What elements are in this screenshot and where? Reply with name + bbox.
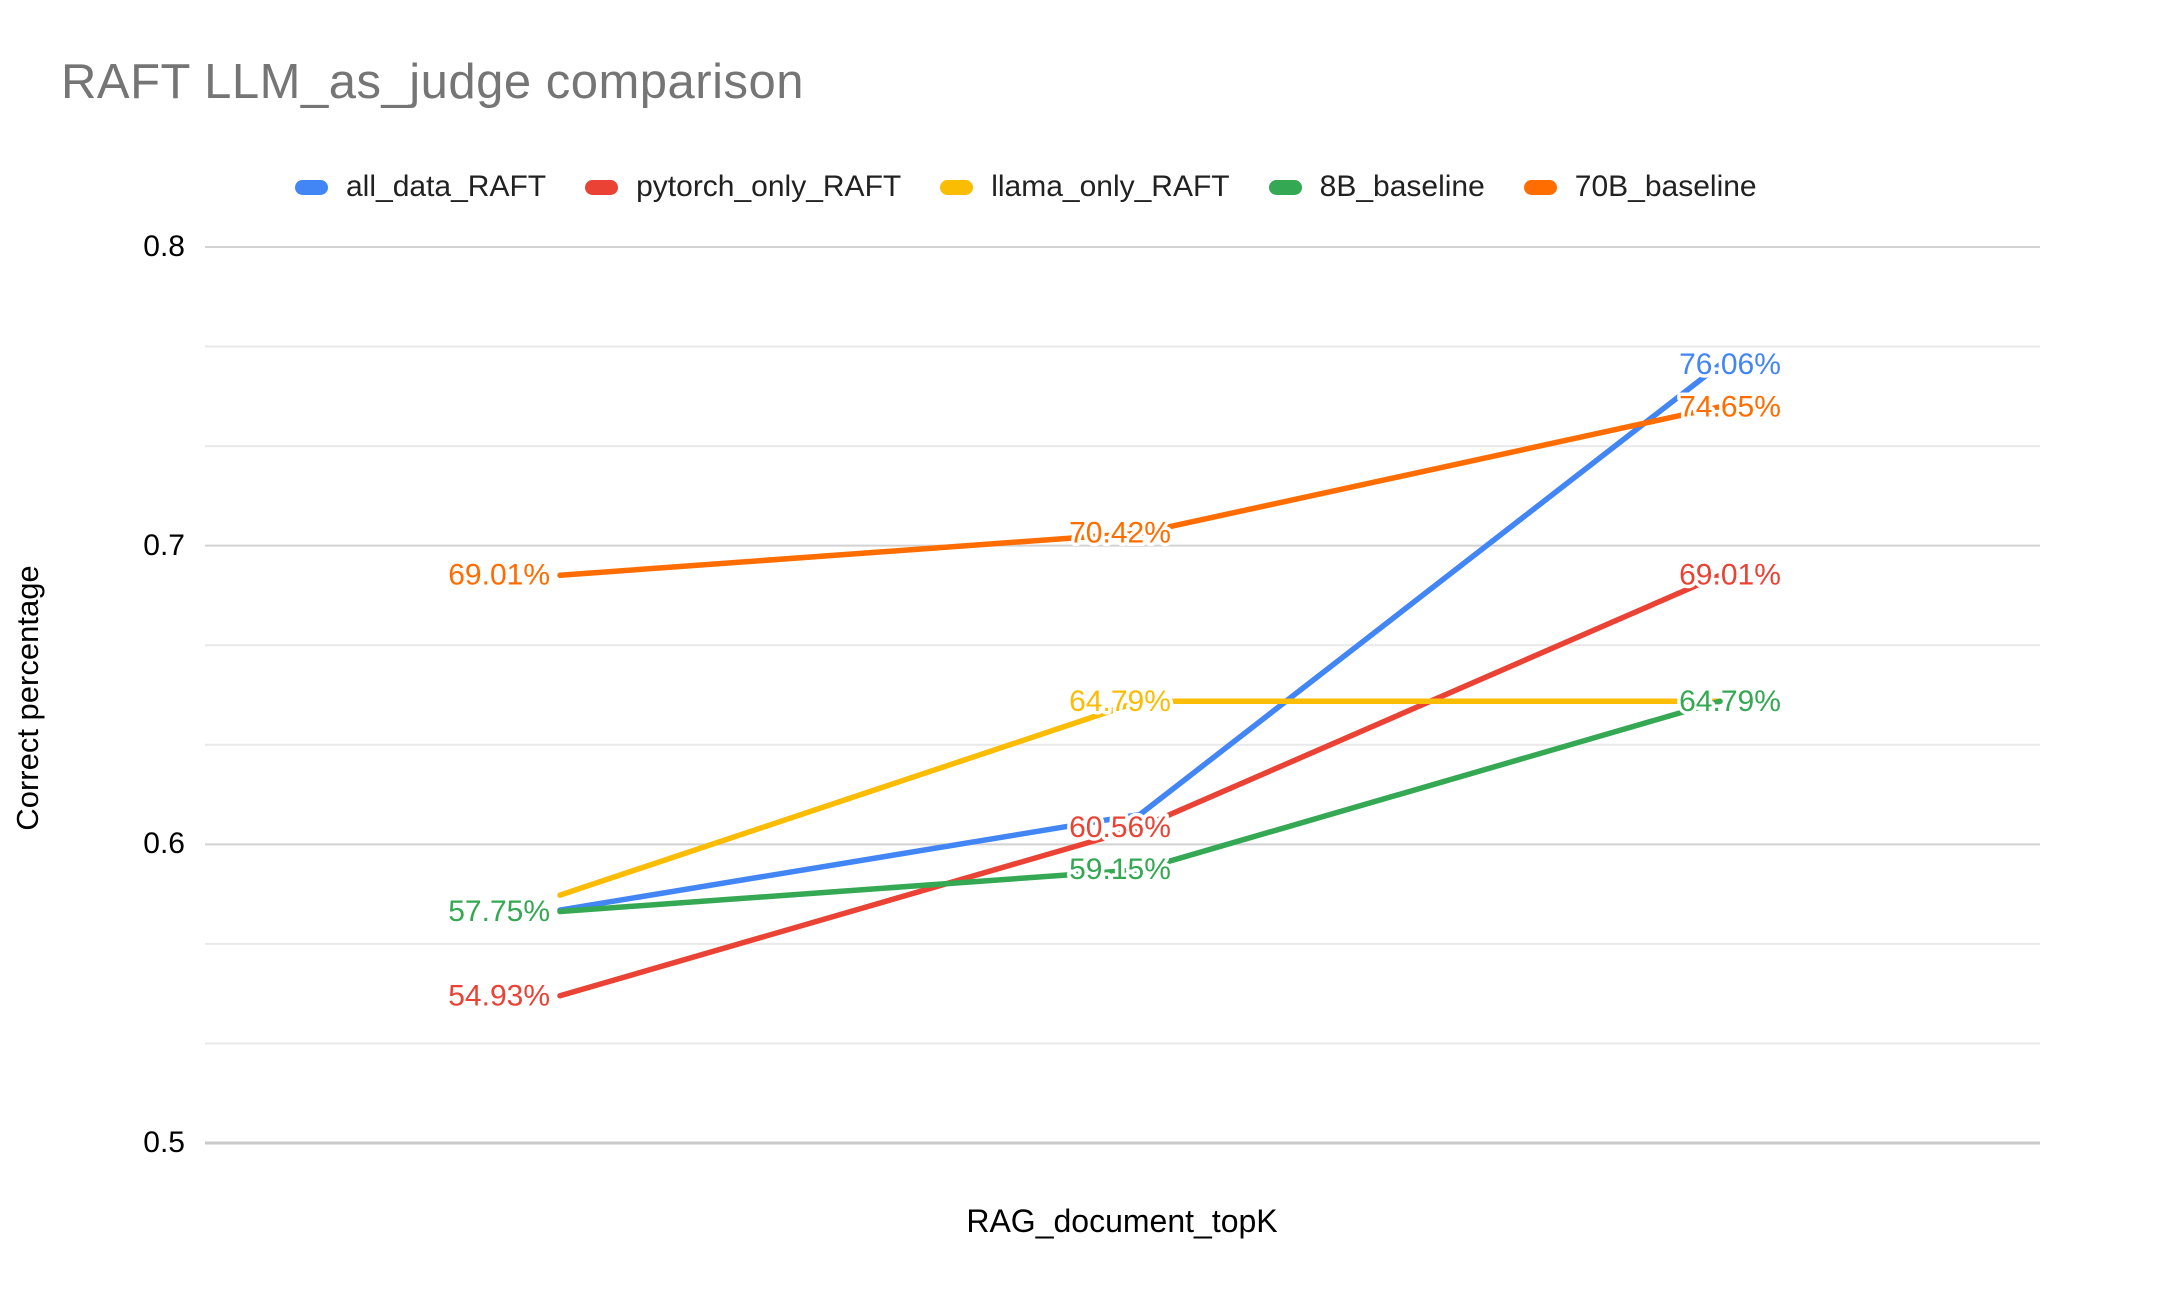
legend-item-8B_baseline: 8B_baseline: [1268, 170, 1485, 204]
legend-label: 8B_baseline: [1319, 170, 1485, 203]
series-line-8B_baseline: [557, 698, 1723, 915]
data-label-8B_baseline: 57.75%: [448, 895, 550, 928]
series-line-70B_baseline: [557, 404, 1723, 578]
legend-swatch-icon: [940, 179, 974, 195]
data-label-70B_baseline: 70.42%: [1069, 517, 1171, 550]
data-label-all_data_RAFT: 76.06%: [1679, 348, 1781, 381]
legend-label: all_data_RAFT: [346, 170, 547, 203]
legend: all_data_RAFT pytorch_only_RAFT llama_only…: [295, 168, 1757, 206]
legend-swatch-icon: [295, 179, 328, 195]
legend-item-pytorch_only_RAFT: pytorch_only_RAFT: [585, 170, 901, 204]
data-label-70B_baseline: 74.65%: [1679, 390, 1781, 423]
legend-label: llama_only_RAFT: [991, 170, 1230, 203]
legend-swatch-icon: [1523, 179, 1557, 195]
legend-label: 70B_baseline: [1574, 170, 1757, 203]
series-line-llama_only_RAFT: [557, 698, 1723, 898]
y-tick-label: 0.5: [143, 1126, 185, 1159]
y-tick-label: 0.6: [143, 827, 185, 861]
x-axis-title: RAG_document_topK: [966, 1203, 1278, 1239]
data-label-llama_only_RAFT: 64.79%: [1069, 685, 1171, 718]
data-label-8B_baseline: 64.79%: [1679, 685, 1781, 718]
data-label-70B_baseline: 69.01%: [448, 559, 550, 592]
y-axis-title: Correct percentage: [10, 565, 45, 831]
data-label-8B_baseline: 59.15%: [1069, 853, 1171, 886]
y-tick-label: 0.8: [143, 230, 185, 263]
legend-item-llama_only_RAFT: llama_only_RAFT: [940, 170, 1230, 204]
series-line-all_data_RAFT: [557, 361, 1723, 913]
series-line-pytorch_only_RAFT: [557, 572, 1723, 999]
legend-label: pytorch_only_RAFT: [636, 170, 902, 203]
chart-title: RAFT LLM_as_judge comparison: [61, 55, 805, 109]
data-label-pytorch_only_RAFT: 54.93%: [448, 979, 550, 1012]
legend-swatch-icon: [585, 179, 619, 195]
legend-item-all_data_RAFT: all_data_RAFT: [295, 170, 546, 204]
legend-swatch-icon: [1268, 179, 1302, 195]
data-label-pytorch_only_RAFT: 69.01%: [1679, 559, 1781, 592]
y-tick-label: 0.7: [143, 528, 185, 562]
legend-item-70B_baseline: 70B_baseline: [1523, 170, 1757, 204]
data-label-pytorch_only_RAFT: 60.56%: [1069, 811, 1171, 844]
